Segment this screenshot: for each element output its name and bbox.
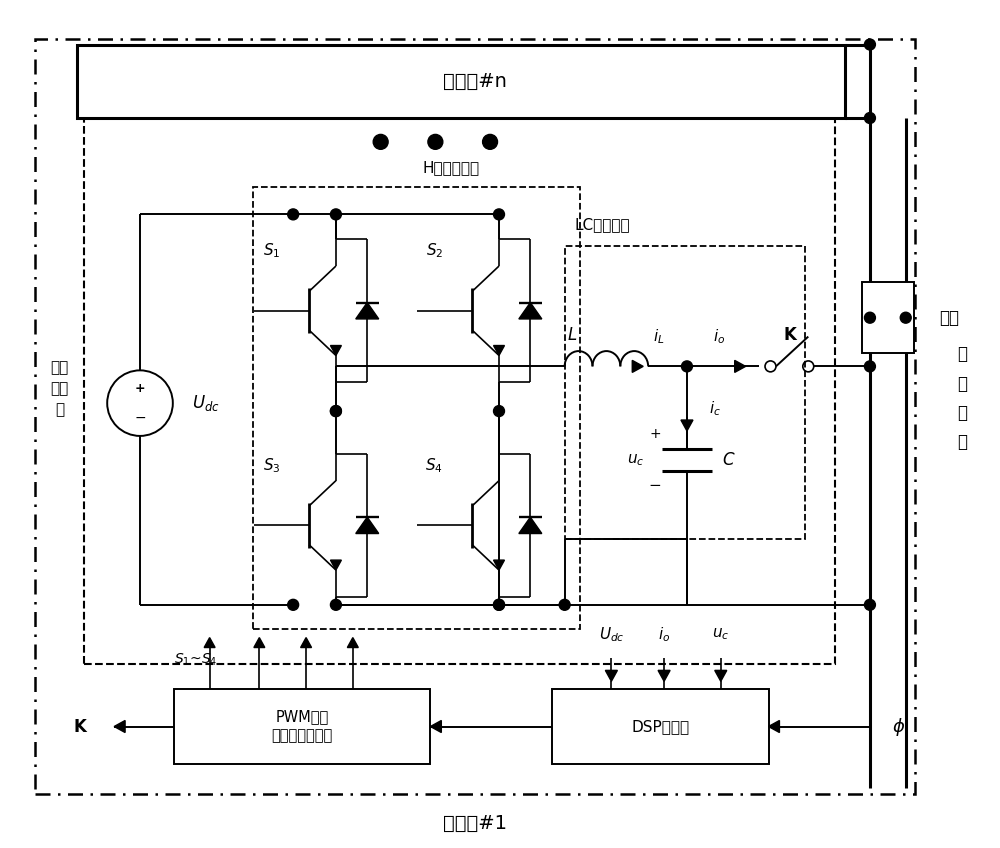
Polygon shape [715, 671, 727, 681]
Text: $S_1$: $S_1$ [263, 242, 280, 260]
Circle shape [428, 135, 443, 149]
Text: $U_{dc}$: $U_{dc}$ [192, 393, 220, 413]
Circle shape [494, 405, 504, 416]
Text: 直流
稳压
源: 直流 稳压 源 [50, 360, 69, 416]
Text: $U_{dc}$: $U_{dc}$ [599, 625, 624, 644]
Text: $i_c$: $i_c$ [709, 399, 721, 418]
Text: −: − [134, 411, 146, 425]
Polygon shape [519, 517, 542, 533]
Polygon shape [330, 345, 341, 355]
Circle shape [559, 600, 570, 611]
Text: K: K [74, 717, 87, 735]
Text: 逆变器#1: 逆变器#1 [443, 814, 507, 833]
Polygon shape [114, 721, 125, 733]
Polygon shape [519, 303, 542, 319]
Circle shape [330, 405, 341, 416]
Circle shape [288, 209, 299, 220]
Text: $L$: $L$ [567, 326, 578, 343]
Text: K: K [784, 326, 797, 343]
Text: $i_o$: $i_o$ [658, 625, 670, 644]
Text: $S_1$~$S_4$: $S_1$~$S_4$ [174, 651, 217, 667]
Circle shape [288, 600, 299, 611]
Polygon shape [494, 345, 504, 355]
Polygon shape [254, 638, 265, 648]
Text: $i_L$: $i_L$ [653, 327, 665, 346]
Polygon shape [769, 721, 779, 733]
Polygon shape [430, 721, 441, 733]
Text: +: + [649, 427, 661, 441]
Polygon shape [494, 560, 504, 570]
Circle shape [681, 361, 692, 371]
Text: $\phi$: $\phi$ [892, 716, 905, 738]
Polygon shape [204, 638, 215, 648]
Bar [35, 38, 915, 794]
Bar [77, 44, 845, 118]
Bar [565, 246, 805, 539]
Circle shape [900, 312, 911, 323]
Polygon shape [356, 517, 379, 533]
Circle shape [864, 600, 875, 611]
Text: $C$: $C$ [722, 451, 735, 469]
Text: $S_3$: $S_3$ [263, 456, 280, 475]
Text: +: + [135, 382, 145, 394]
Text: DSP控制器: DSP控制器 [631, 719, 689, 734]
Polygon shape [681, 420, 693, 431]
Bar [862, 282, 914, 354]
Circle shape [864, 113, 875, 124]
Text: −: − [649, 478, 662, 493]
Bar [174, 689, 430, 764]
Bar [552, 689, 769, 764]
Polygon shape [632, 360, 643, 372]
Text: PWM调制
及驱动保护电路: PWM调制 及驱动保护电路 [271, 710, 333, 744]
Polygon shape [301, 638, 312, 648]
Circle shape [494, 600, 504, 611]
Bar [84, 86, 835, 665]
Circle shape [373, 135, 388, 149]
Polygon shape [658, 671, 670, 681]
Polygon shape [330, 560, 341, 570]
Text: $u_c$: $u_c$ [712, 627, 729, 643]
Circle shape [494, 209, 504, 220]
Text: $S_2$: $S_2$ [426, 242, 443, 260]
Polygon shape [356, 303, 379, 319]
Text: $u_c$: $u_c$ [627, 452, 644, 467]
Circle shape [864, 312, 875, 323]
Text: H桥逆变电路: H桥逆变电路 [422, 160, 480, 176]
Polygon shape [605, 671, 617, 681]
Bar [253, 187, 580, 628]
Polygon shape [735, 360, 746, 372]
Circle shape [330, 405, 341, 416]
Circle shape [864, 361, 875, 371]
Text: $S_4$: $S_4$ [425, 456, 443, 475]
Circle shape [483, 135, 498, 149]
Text: LC滤波电路: LC滤波电路 [575, 217, 630, 232]
Circle shape [494, 600, 504, 611]
Circle shape [864, 39, 875, 50]
Circle shape [330, 209, 341, 220]
Text: $i_o$: $i_o$ [713, 327, 725, 346]
Text: 交
流
母
线: 交 流 母 线 [957, 345, 967, 451]
Text: 逆变器#n: 逆变器#n [443, 72, 507, 91]
Text: 负载: 负载 [940, 309, 960, 326]
Circle shape [330, 600, 341, 611]
Polygon shape [347, 638, 358, 648]
